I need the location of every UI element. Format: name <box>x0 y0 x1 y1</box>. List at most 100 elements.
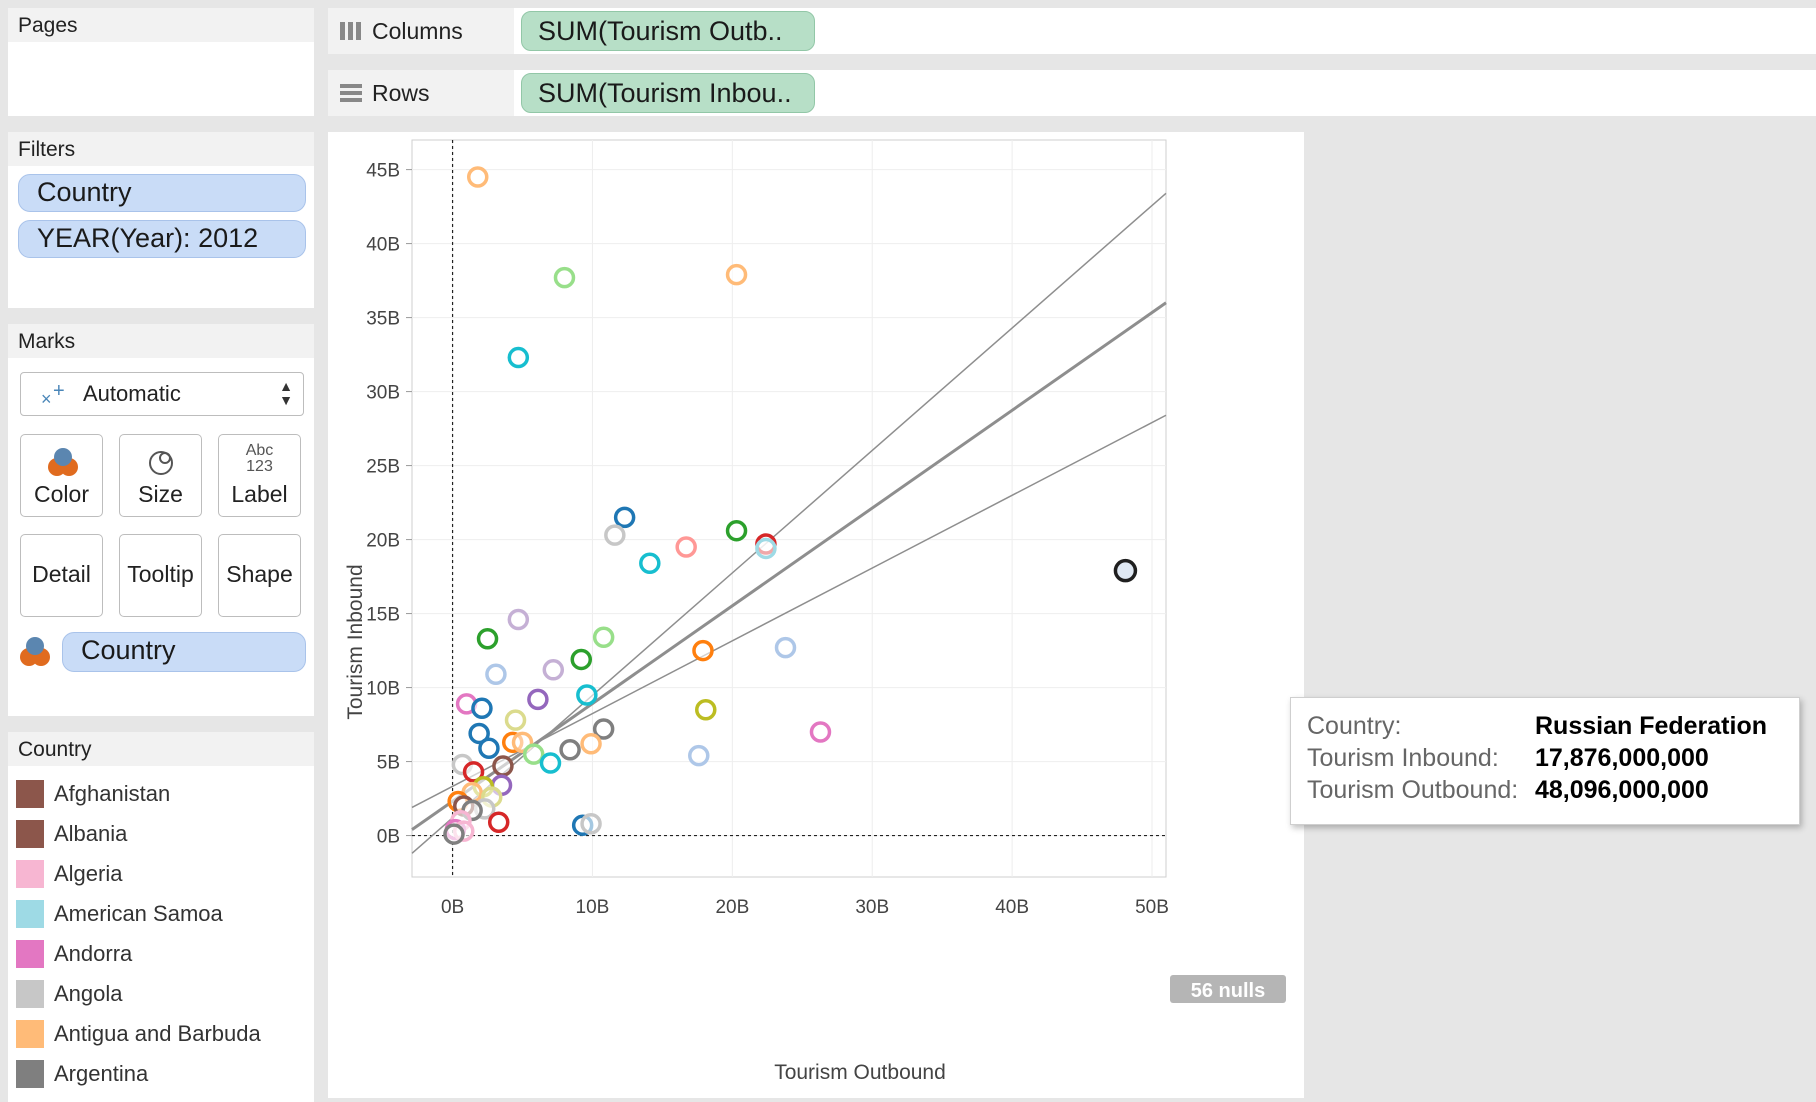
size-button-label: Size <box>138 481 183 507</box>
data-point[interactable] <box>507 346 530 369</box>
data-point[interactable] <box>476 627 499 650</box>
color-country-pill[interactable]: Country <box>62 632 306 672</box>
columns-shelf-label-area: Columns <box>328 8 514 54</box>
tooltip-rows: Country: Russian Federation Tourism Inboun… <box>1307 710 1783 806</box>
data-point[interactable] <box>487 811 510 833</box>
columns-pill[interactable]: SUM(Tourism Outb.. <box>521 11 815 51</box>
legend-item[interactable]: Andorra <box>16 934 132 974</box>
legend-item[interactable]: Algeria <box>16 854 122 894</box>
data-point[interactable] <box>539 752 562 774</box>
data-points <box>443 166 1138 845</box>
legend-item[interactable]: Argentina <box>16 1054 148 1094</box>
legend-swatch <box>16 940 44 968</box>
data-point[interactable] <box>443 823 465 845</box>
data-point[interactable] <box>580 812 602 835</box>
data-point[interactable] <box>774 636 797 659</box>
data-point[interactable] <box>492 755 514 777</box>
marks-panel: Marks × + Automatic ▲ ▼ Color Size Abc 12… <box>8 324 314 716</box>
legend-label: Andorra <box>54 941 133 966</box>
legend-item[interactable]: Antigua and Barbuda <box>16 1014 261 1054</box>
y-tick-label: 10B <box>366 679 400 700</box>
legend-item[interactable]: Albania <box>16 814 127 854</box>
label-icon-abc: Abc <box>245 442 274 459</box>
axes: 0B 10B 20B 30B 40B 50B 0B 5B 10B 15B 20B 25B 30B 35B 4… <box>366 140 1169 918</box>
legend-label: American Samoa <box>54 901 223 926</box>
data-point[interactable] <box>688 744 710 767</box>
grid-lines <box>411 139 1167 878</box>
y-tick-label: 5B <box>377 753 400 774</box>
tooltip-value: Russian Federation <box>1535 712 1767 740</box>
data-point[interactable] <box>504 709 527 731</box>
tooltip-row: Tourism Inbound: 17,876,000,000 <box>1307 742 1783 774</box>
data-point[interactable] <box>485 663 507 686</box>
data-point[interactable] <box>613 506 636 529</box>
highlighted-data-point[interactable] <box>1113 558 1138 583</box>
color-encoding-icon <box>20 637 50 666</box>
x-axis-title: Tourism Outbound <box>774 1061 946 1084</box>
data-point[interactable] <box>725 263 748 286</box>
color-button-label: Color <box>34 481 89 507</box>
mark-type-select[interactable]: × + Automatic ▲ ▼ <box>20 372 304 416</box>
legend-label: Argentina <box>54 1061 149 1086</box>
color-button[interactable]: Color <box>20 434 103 517</box>
data-point[interactable] <box>576 684 598 706</box>
pages-title: Pages <box>8 8 314 42</box>
y-tick-label: 20B <box>366 531 400 552</box>
legend-item[interactable]: American Samoa <box>16 894 223 934</box>
size-button[interactable]: Size <box>119 434 202 517</box>
confidence-band-line[interactable] <box>411 414 1167 809</box>
data-point[interactable] <box>553 266 576 289</box>
legend-swatch <box>16 820 44 848</box>
data-point[interactable] <box>755 537 777 560</box>
data-point[interactable] <box>592 626 615 649</box>
tooltip-key: Country: <box>1307 712 1402 740</box>
shape-button-label: Shape <box>226 561 293 587</box>
data-point[interactable] <box>692 639 714 662</box>
legend-item[interactable]: Angola <box>16 974 123 1014</box>
data-point[interactable] <box>675 536 697 558</box>
data-point[interactable] <box>580 733 602 755</box>
data-point[interactable] <box>468 722 490 745</box>
data-point[interactable] <box>471 697 493 720</box>
data-point[interactable] <box>725 519 748 542</box>
legend-swatch <box>16 860 44 888</box>
label-button[interactable]: Abc 123 Label <box>218 434 301 517</box>
data-point[interactable] <box>478 737 500 759</box>
data-point[interactable] <box>592 718 615 740</box>
tooltip-value: 48,096,000,000 <box>1535 776 1709 804</box>
svg-text:+: + <box>53 381 65 402</box>
confidence-band-line[interactable] <box>411 192 1167 854</box>
tooltip-value: 17,876,000,000 <box>1535 744 1709 772</box>
y-tick-label: 40B <box>366 235 400 256</box>
data-point[interactable] <box>604 524 626 546</box>
data-point[interactable] <box>462 761 485 783</box>
data-point[interactable] <box>527 688 549 711</box>
filter-pill-country[interactable]: Country <box>18 174 306 212</box>
data-point[interactable] <box>639 552 661 575</box>
rows-pill[interactable]: SUM(Tourism Inbou.. <box>521 73 815 113</box>
filter-pill-year[interactable]: YEAR(Year): 2012 <box>18 220 306 258</box>
data-point[interactable] <box>522 743 545 765</box>
data-point[interactable] <box>809 721 832 743</box>
data-point[interactable] <box>507 608 530 631</box>
tooltip-button[interactable]: Tooltip <box>119 534 202 617</box>
x-tick-label: 40B <box>995 897 1029 918</box>
y-tick-label: 35B <box>366 309 400 330</box>
detail-button[interactable]: Detail <box>20 534 103 617</box>
data-point[interactable] <box>542 659 565 681</box>
shape-button[interactable]: Shape <box>218 534 301 617</box>
data-point[interactable] <box>570 648 593 671</box>
legend-swatch <box>16 980 44 1008</box>
nulls-badge[interactable]: 56 nulls <box>1170 975 1286 1003</box>
data-point[interactable] <box>695 699 717 721</box>
x-tick-label: 50B <box>1135 897 1169 918</box>
legend-title: Country <box>8 732 314 766</box>
y-tick-label: 30B <box>366 383 400 404</box>
legend-label: Algeria <box>54 861 123 886</box>
data-point[interactable] <box>559 738 581 761</box>
tooltip-button-label: Tooltip <box>127 561 194 587</box>
legend-item[interactable]: Afghanistan <box>16 774 170 814</box>
legend-label: Afghanistan <box>54 781 171 806</box>
label-button-label: Label <box>231 481 288 507</box>
data-point[interactable] <box>466 166 489 188</box>
